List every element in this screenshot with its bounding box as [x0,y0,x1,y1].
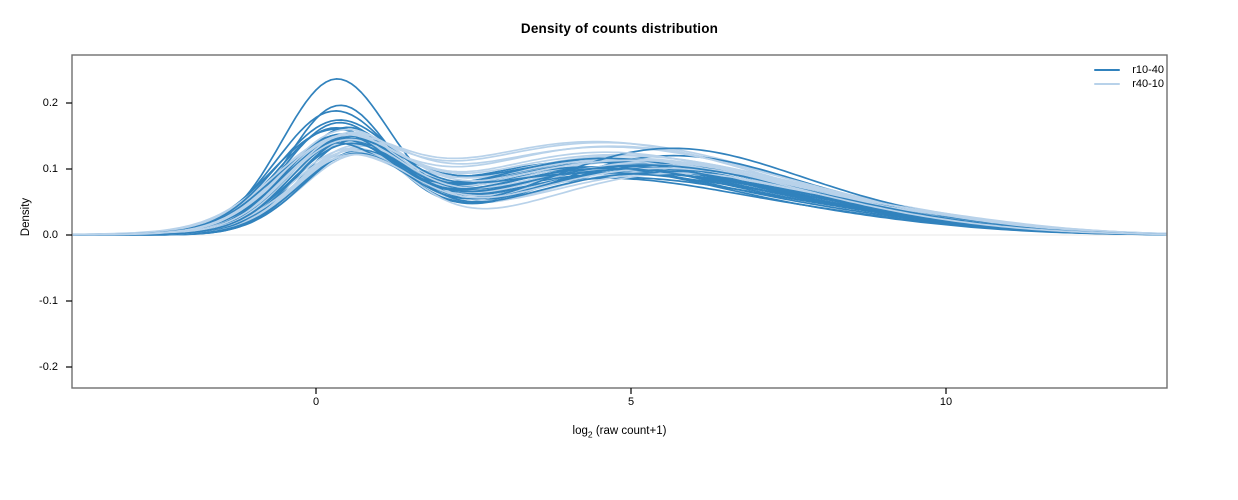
x-axis-label-rest: (raw count+1) [592,425,667,437]
x-axis-label: log2 (raw count+1) [72,425,1167,439]
y-axis-label: Density [20,197,32,237]
density-curve-r10-40-21 [72,133,1167,236]
x-axis-label-subscript: 2 [587,429,593,440]
x-axis-label-prefix: log [572,425,588,437]
legend-label-r10-40: r10-40 [1132,64,1164,76]
legend-line-swatch-r10-40 [1094,69,1121,71]
x-tick-label: 5 [627,396,635,408]
density-curve-r40-10-22 [72,133,1167,236]
y-tick-label: 0.1 [42,163,58,175]
y-tick-label: -0.1 [39,295,58,307]
y-tick-label: -0.2 [39,361,58,373]
chart-title: Density of counts distribution [520,21,719,36]
legend-label-r40-10: r40-10 [1132,78,1164,90]
density-curves [72,78,1167,236]
plot-frame [71,54,1168,389]
density-curve-r10-40-16 [72,141,1167,236]
legend-line-swatch-r40-10 [1094,83,1121,85]
density-curve-r10-40-22 [72,142,1167,236]
y-tick-label: 0.2 [42,97,58,109]
density-curve-r40-10-20 [72,153,1167,236]
x-tick-label: 0 [312,396,320,408]
x-tick-label: 10 [939,396,953,408]
y-tick-label: 0.0 [42,229,58,241]
density-curve-r40-10-21 [72,131,1167,236]
legend-item-r10-40: r10-40 [1094,63,1164,77]
legend-item-r40-10: r40-10 [1094,77,1164,91]
legend: r10-40 r40-10 [1094,63,1164,91]
